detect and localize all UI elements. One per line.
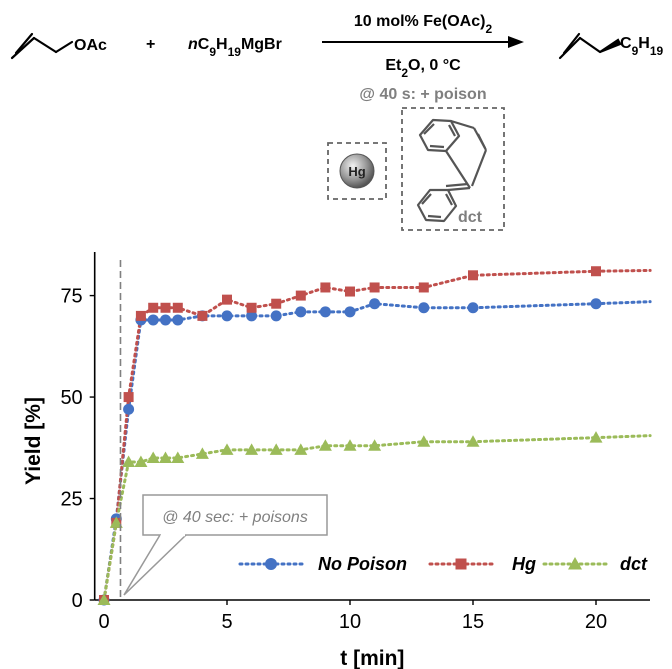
point-dct — [195, 447, 209, 459]
point-hg — [295, 290, 306, 301]
point-dct — [97, 593, 111, 605]
point-dct — [269, 443, 283, 455]
hg-label: Hg — [348, 164, 365, 179]
point-dct — [318, 439, 332, 451]
allyl-acetate-structure — [10, 32, 74, 60]
point-no-poison — [418, 302, 430, 314]
series-lines — [102, 268, 652, 602]
series-markers — [97, 266, 603, 606]
x-tick-label: 15 — [462, 611, 484, 633]
point-no-poison — [590, 298, 602, 310]
annotation-text: @ 40 sec: + poisons — [162, 509, 308, 526]
annotation-pointer — [123, 534, 187, 596]
point-dct — [466, 435, 480, 447]
point-hg — [135, 310, 146, 321]
point-hg — [197, 310, 208, 321]
point-hg — [271, 298, 282, 309]
point-no-poison — [295, 306, 307, 318]
point-hg — [246, 302, 257, 313]
point-dct — [122, 455, 136, 467]
point-hg — [468, 270, 478, 281]
y-axis-title: Yield [%] — [22, 397, 45, 485]
legend-marker-hg — [455, 558, 467, 570]
point-hg — [160, 302, 171, 313]
series-line-no-poison — [102, 302, 598, 602]
point-dct — [589, 431, 603, 443]
annotation-box — [142, 494, 328, 536]
legend-marker-no-poison — [265, 558, 277, 570]
point-hg — [418, 282, 429, 293]
legend-label-hg: Hg — [512, 554, 536, 574]
legend-label-dct: dct — [620, 554, 648, 574]
legend-marker-dct — [568, 557, 582, 570]
dct-poison-box: dct — [401, 107, 505, 231]
point-no-poison — [123, 403, 135, 415]
point-hg — [148, 302, 159, 313]
point-no-poison — [221, 310, 233, 322]
y-tick-label: 25 — [60, 489, 82, 511]
point-hg — [345, 286, 355, 297]
point-no-poison — [344, 306, 356, 318]
point-no-poison — [467, 302, 479, 314]
series-trend-hg — [594, 268, 652, 273]
point-dct — [343, 439, 357, 451]
x-tick-label: 10 — [339, 611, 361, 633]
point-dct — [368, 439, 382, 451]
series-line-hg — [102, 269, 598, 602]
x-tick-label: 20 — [585, 611, 607, 633]
point-dct — [171, 451, 185, 463]
point-dct — [417, 435, 431, 447]
point-hg — [222, 294, 232, 305]
series-trend-dct — [594, 434, 652, 440]
hg-poison-box: Hg — [327, 142, 387, 200]
point-no-poison — [172, 314, 184, 326]
substrate-label: OAc — [74, 37, 107, 54]
y-tick-label: 50 — [60, 387, 82, 409]
x-axis-title: t [min] — [340, 647, 404, 669]
point-no-poison — [160, 314, 171, 326]
mercury-droplet-icon — [339, 153, 375, 189]
x-tick-label: 5 — [221, 611, 232, 633]
y-tick-label: 75 — [60, 286, 82, 308]
x-tick-label: 0 — [98, 611, 109, 633]
series-trend-no-poison — [594, 300, 652, 306]
point-dct — [220, 443, 234, 455]
point-dct — [134, 455, 148, 467]
point-no-poison — [319, 306, 331, 318]
reaction-scheme: OAc + nC9H19MgBr 10 mol% Fe(OAc)2 Et2O, … — [10, 13, 663, 231]
point-dct — [159, 451, 172, 463]
point-no-poison — [147, 314, 159, 326]
dct-label: dct — [458, 209, 483, 226]
point-no-poison — [369, 298, 381, 310]
point-hg — [172, 302, 183, 313]
point-hg — [320, 282, 331, 293]
point-hg — [123, 392, 134, 403]
dct-structure-icon — [416, 118, 488, 223]
point-dct — [294, 443, 308, 455]
chart-legend: No Poison Hg dct — [238, 554, 648, 574]
product-structure — [558, 32, 622, 60]
reaction-arrow — [322, 36, 524, 48]
point-no-poison — [246, 310, 258, 322]
chart-axes: 0 25 50 75 0 5 10 15 20 t [min] Yield [%] — [22, 252, 650, 669]
legend-label-no-poison: No Poison — [318, 554, 407, 574]
point-hg — [591, 266, 601, 277]
grignard-prefix: n — [188, 36, 198, 53]
point-dct — [109, 516, 123, 528]
y-tick-label: 0 — [72, 590, 83, 612]
poison-annotation: @ 40 sec: + poisons — [119, 260, 328, 600]
point-hg — [369, 282, 380, 293]
point-no-poison — [270, 310, 282, 322]
plus-sign: + — [146, 36, 155, 53]
point-dct — [245, 443, 259, 455]
poison-note: @ 40 s: + poison — [359, 86, 486, 103]
point-dct — [146, 451, 160, 463]
